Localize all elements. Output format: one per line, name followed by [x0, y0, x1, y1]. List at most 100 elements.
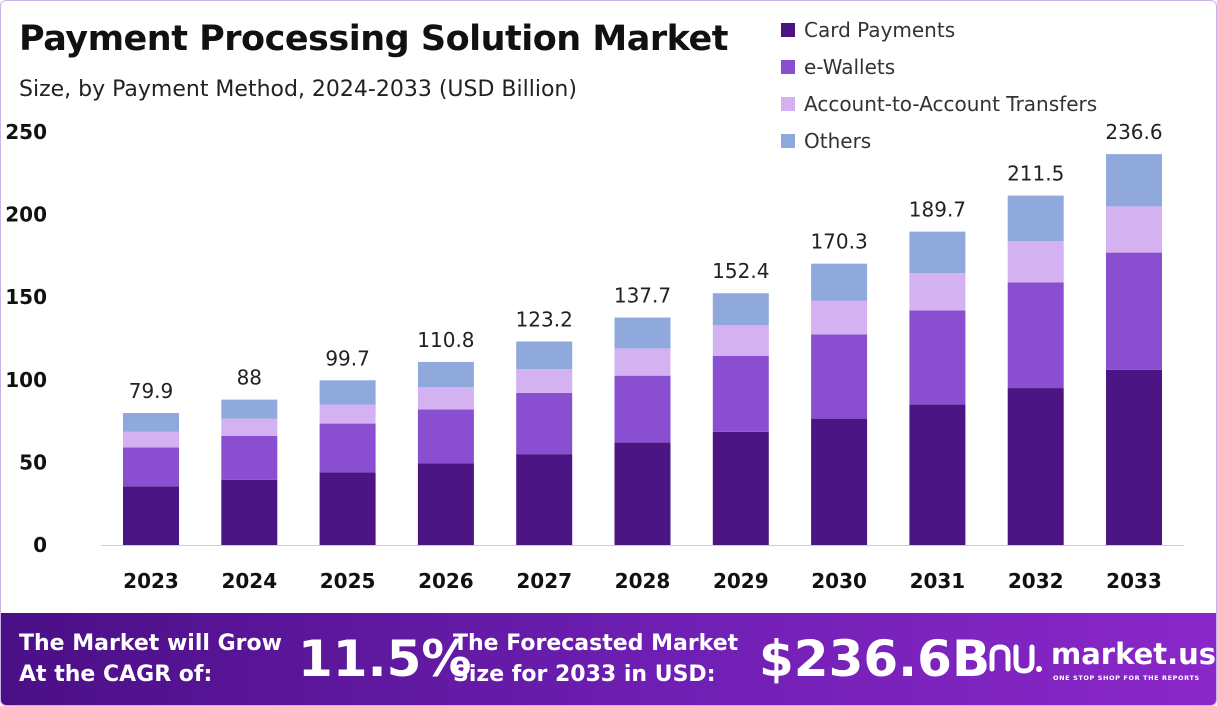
- market-size-caption: The Forecasted Market Size for 2033 in U…: [453, 628, 738, 690]
- x-tick-label: 2026: [418, 569, 474, 593]
- bar-segment-others: [811, 263, 868, 301]
- bar-total-label: 152.4: [712, 259, 769, 283]
- footer-banner: The Market will Grow At the CAGR of: 11.…: [1, 613, 1217, 705]
- bar-segment-e-wallets: [319, 423, 376, 473]
- x-tick-label: 2027: [516, 569, 572, 593]
- bar-total-label: 99.7: [325, 346, 370, 370]
- brand-tagline: ONE STOP SHOP FOR THE REPORTS: [1053, 674, 1200, 682]
- legend-item-e-wallets: e-Wallets: [781, 48, 1097, 85]
- bar-segment-account-to-account-transfers: [516, 369, 573, 394]
- x-tick-label: 2031: [910, 569, 966, 593]
- bar-segment-card-payments: [417, 463, 474, 545]
- bar-segment-e-wallets: [417, 409, 474, 464]
- legend-label-others: Others: [804, 128, 872, 153]
- bar-segment-card-payments: [123, 486, 179, 545]
- bar-segment-account-to-account-transfers: [417, 387, 474, 410]
- market-size-caption-line2: Size for 2033 in USD:: [453, 662, 716, 687]
- legend-item-others: Others: [781, 122, 1097, 159]
- bar-segment-others: [909, 231, 966, 274]
- y-tick-label: 250: [5, 120, 47, 144]
- bar-segment-card-payments: [516, 454, 573, 545]
- y-tick-label: 200: [5, 203, 47, 227]
- legend-item-card-payments: Card Payments: [781, 11, 1097, 48]
- legend-label-card-payments: Card Payments: [804, 17, 956, 42]
- bar-segment-account-to-account-transfers: [712, 325, 769, 356]
- legend-label-account-to-account: Account-to-Account Transfers: [804, 91, 1098, 116]
- legend-label-e-wallets: e-Wallets: [804, 54, 896, 79]
- bar-segment-account-to-account-transfers: [1007, 241, 1064, 283]
- y-tick-label: 0: [33, 533, 47, 557]
- cagr-caption: The Market will Grow At the CAGR of:: [19, 628, 282, 690]
- bar-segment-others: [221, 399, 278, 419]
- bar-segment-card-payments: [614, 442, 671, 545]
- bar-segment-e-wallets: [909, 310, 966, 405]
- bar-segment-account-to-account-transfers: [909, 273, 966, 311]
- bar-total-label: 79.9: [129, 379, 174, 403]
- bar-segment-e-wallets: [614, 375, 671, 443]
- x-tick-label: 2032: [1008, 569, 1064, 593]
- legend-swatch-card-payments: [781, 22, 795, 37]
- bar-segment-card-payments: [811, 418, 868, 545]
- cagr-value: 11.5%: [298, 630, 472, 688]
- bar-segment-others: [614, 317, 671, 349]
- bar-total-label: 189.7: [909, 198, 966, 222]
- chart-legend: Card Payments e-Wallets Account-to-Accou…: [781, 11, 1097, 159]
- x-tick-label: 2025: [320, 569, 376, 593]
- market-size-caption-line1: The Forecasted Market: [453, 631, 739, 656]
- x-tick-label: 2030: [811, 569, 867, 593]
- legend-swatch-e-wallets: [781, 59, 795, 74]
- x-tick-label: 2023: [123, 569, 179, 593]
- bar-segment-account-to-account-transfers: [1106, 206, 1162, 253]
- legend-item-account-to-account: Account-to-Account Transfers: [781, 85, 1097, 122]
- bar-segment-account-to-account-transfers: [614, 348, 671, 376]
- bar-segment-others: [417, 361, 474, 388]
- bar-segment-others: [319, 380, 376, 405]
- bar-segment-account-to-account-transfers: [319, 404, 376, 424]
- bar-segment-account-to-account-transfers: [811, 300, 868, 335]
- y-tick-label: 100: [5, 368, 47, 392]
- bar-segment-others: [516, 341, 573, 370]
- market-us-logo-icon: [989, 644, 1042, 674]
- bar-segment-e-wallets: [516, 393, 573, 455]
- bar-segment-others: [1106, 154, 1162, 207]
- x-tick-label: 2024: [221, 569, 277, 593]
- bar-total-label: 236.6: [1105, 120, 1162, 144]
- x-tick-label: 2028: [615, 569, 671, 593]
- y-tick-label: 50: [19, 450, 47, 474]
- bar-segment-account-to-account-transfers: [221, 418, 278, 436]
- bar-total-label: 211.5: [1007, 162, 1064, 186]
- legend-swatch-others: [781, 133, 795, 148]
- cagr-caption-line1: The Market will Grow: [19, 631, 282, 656]
- y-tick-label: 150: [5, 285, 47, 309]
- x-tick-label: 2029: [713, 569, 769, 593]
- legend-swatch-account-to-account: [781, 96, 795, 111]
- bar-total-label: 123.2: [516, 307, 573, 331]
- bar-segment-e-wallets: [221, 435, 278, 480]
- bar-segment-others: [712, 293, 769, 326]
- bar-segment-e-wallets: [1007, 282, 1064, 389]
- bar-segment-card-payments: [1106, 369, 1162, 545]
- stacked-bar-chart: 0 50 100 150 200 250 79.9 2023 88 2024 99.7 2025 110…: [5, 120, 1184, 593]
- chart-subtitle: Size, by Payment Method, 2024-2033 (USD …: [19, 77, 577, 102]
- cagr-caption-line2: At the CAGR of:: [19, 662, 213, 687]
- bar-segment-e-wallets: [712, 355, 769, 432]
- bar-segment-others: [123, 413, 179, 432]
- x-tick-label: 2033: [1106, 569, 1162, 593]
- brand-name: market.us: [1051, 637, 1217, 671]
- bar-segment-account-to-account-transfers: [123, 431, 179, 448]
- bar-segment-others: [1007, 195, 1064, 242]
- bar-segment-e-wallets: [123, 447, 179, 487]
- bar-segment-card-payments: [712, 431, 769, 545]
- bar-segment-card-payments: [221, 479, 278, 545]
- bar-total-label: 137.7: [614, 284, 671, 308]
- market-size-value: $236.6B: [759, 630, 991, 688]
- bar-segment-card-payments: [909, 404, 966, 545]
- bar-segment-e-wallets: [1106, 252, 1162, 370]
- bar-total-label: 170.3: [810, 230, 867, 254]
- bar-segment-card-payments: [1007, 388, 1064, 545]
- bar-total-label: 110.8: [417, 328, 474, 352]
- chart-title: Payment Processing Solution Market: [19, 19, 728, 59]
- bar-segment-card-payments: [319, 472, 376, 545]
- bar-segment-e-wallets: [811, 334, 868, 419]
